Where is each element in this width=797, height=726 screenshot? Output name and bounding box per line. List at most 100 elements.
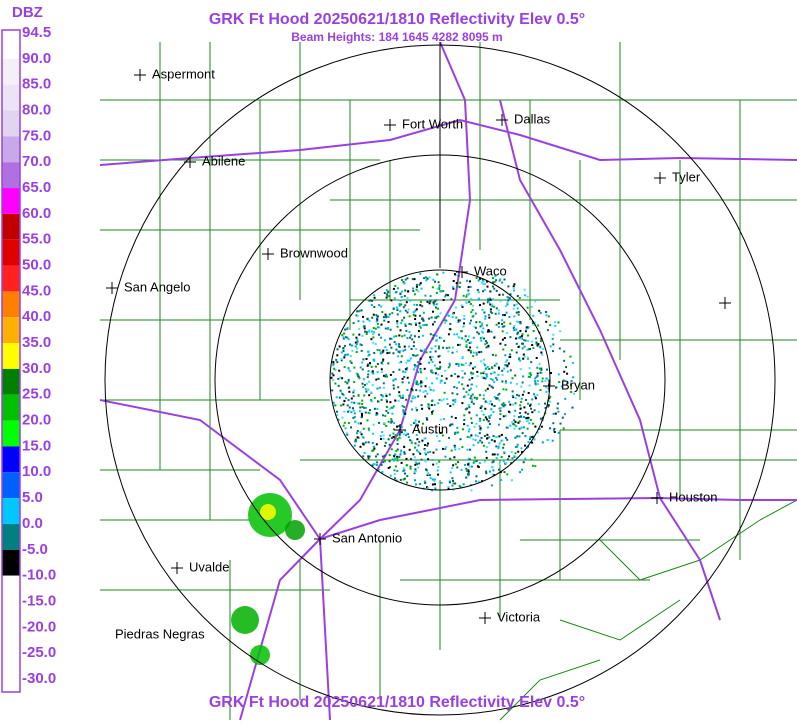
echo-pixel (508, 316, 511, 318)
echo-pixel (342, 337, 345, 340)
echo-pixel (506, 364, 509, 367)
echo-pixel (399, 437, 402, 440)
echo-pixel (432, 302, 435, 305)
echo-pixel (454, 373, 457, 375)
echo-pixel (372, 333, 375, 336)
echo-pixel (419, 368, 422, 370)
city-label: Piedras Negras (115, 626, 205, 641)
echo-pixel (513, 315, 516, 318)
echo-pixel (439, 365, 442, 368)
echo-pixel (417, 450, 420, 453)
echo-pixel (472, 438, 475, 441)
echo-pixel (434, 300, 437, 303)
echo-pixel (365, 331, 368, 334)
echo-pixel (515, 342, 518, 345)
echo-pixel (421, 439, 424, 442)
echo-pixel (563, 359, 566, 362)
echo-pixel (411, 408, 414, 411)
echo-pixel (515, 351, 518, 354)
echo-pixel (448, 346, 451, 349)
echo-pixel (455, 282, 458, 285)
echo-pixel (469, 303, 472, 305)
echo-pixel (475, 422, 478, 425)
echo-pixel (498, 443, 501, 446)
echo-pixel (517, 421, 520, 424)
echo-pixel (469, 341, 472, 344)
echo-pixel (409, 336, 412, 339)
echo-pixel (492, 460, 495, 463)
echo-pixel (454, 398, 457, 401)
echo-pixel (470, 371, 473, 374)
echo-pixel (406, 367, 409, 369)
echo-pixel (536, 431, 539, 434)
echo-pixel (422, 311, 425, 314)
echo-pixel (527, 392, 530, 394)
legend-label: 25.0 (22, 386, 51, 403)
echo-pixel (427, 471, 430, 474)
echo-pixel (392, 384, 395, 387)
echo-pixel (467, 393, 470, 396)
echo-pixel (472, 402, 475, 405)
echo-pixel (410, 458, 412, 460)
echo-pixel (446, 403, 449, 405)
echo-pixel (489, 377, 492, 380)
echo-pixel (490, 330, 493, 333)
echo-pixel (358, 309, 361, 312)
echo-pixel (344, 427, 347, 430)
echo-pixel (512, 327, 515, 329)
echo-pixel (469, 362, 472, 365)
echo-pixel (428, 317, 431, 320)
echo-pixel (373, 407, 376, 410)
echo-pixel (401, 396, 404, 399)
echo-pixel (455, 316, 458, 319)
echo-pixel (492, 298, 494, 301)
echo-pixel (418, 389, 421, 392)
echo-pixel (435, 462, 438, 465)
echo-pixel (476, 331, 479, 334)
echo-pixel (516, 307, 519, 310)
echo-pixel (460, 304, 463, 307)
echo-pixel (526, 348, 529, 351)
echo-pixel (486, 285, 489, 288)
echo-pixel (399, 310, 402, 313)
echo-pixel (501, 319, 503, 322)
echo-pixel (417, 371, 419, 374)
echo-pixel (460, 486, 463, 488)
echo-pixel (493, 336, 496, 339)
echo-pixel (487, 298, 490, 301)
echo-pixel (530, 305, 533, 308)
echo-pixel (383, 374, 385, 377)
echo-pixel (368, 363, 371, 366)
echo-pixel (438, 361, 441, 364)
echo-pixel (433, 403, 436, 406)
city-label: Uvalde (189, 559, 229, 574)
echo-pixel (389, 328, 392, 331)
echo-pixel (347, 410, 349, 413)
echo-pixel (497, 447, 500, 450)
echo-pixel (496, 453, 499, 456)
echo-pixel (471, 393, 474, 396)
echo-cell (285, 520, 305, 540)
echo-pixel (536, 372, 539, 375)
echo-pixel (426, 277, 429, 280)
echo-pixel (400, 295, 403, 298)
echo-pixel (534, 377, 537, 380)
echo-pixel (456, 393, 459, 396)
echo-pixel (515, 328, 518, 331)
echo-pixel (532, 347, 535, 350)
echo-pixel (461, 356, 464, 358)
echo-pixel (400, 322, 403, 325)
echo-pixel (424, 437, 427, 440)
echo-pixel (420, 404, 423, 407)
legend-label: 5.0 (22, 489, 43, 506)
echo-pixel (524, 330, 527, 333)
echo-pixel (341, 416, 344, 419)
echo-pixel (483, 311, 486, 314)
echo-pixel (381, 455, 384, 458)
echo-pixel (353, 444, 356, 447)
echo-pixel (509, 293, 512, 296)
echo-pixel (440, 399, 443, 402)
echo-pixel (479, 394, 481, 397)
echo-pixel (385, 425, 388, 427)
echo-pixel (419, 382, 422, 385)
